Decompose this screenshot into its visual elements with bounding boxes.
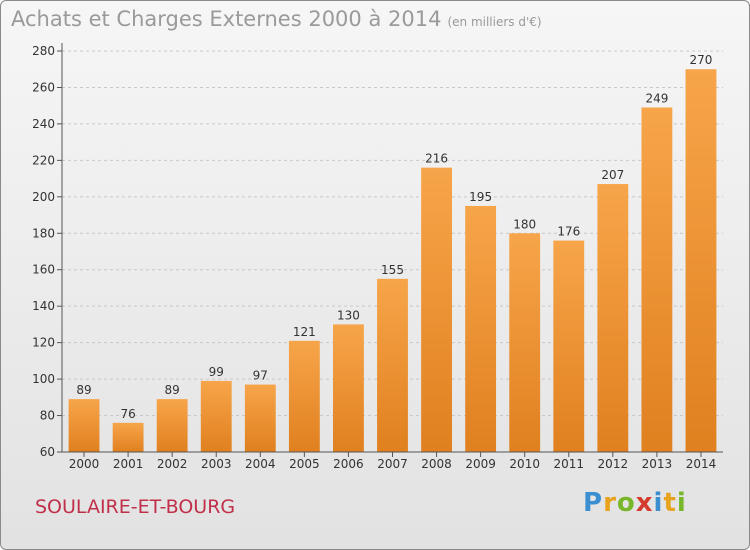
bar-2005 <box>288 340 320 452</box>
bar-2011 <box>553 240 585 452</box>
y-tick-label: 140 <box>32 299 55 313</box>
bar-2008 <box>421 167 452 452</box>
chart-title-text: Achats et Charges Externes 2000 à 2014 <box>11 7 442 31</box>
y-tick-label: 260 <box>32 80 55 94</box>
x-tick-label-2012: 2012 <box>598 457 629 471</box>
x-tick-label-2002: 2002 <box>157 457 188 471</box>
bar-2009 <box>465 205 497 452</box>
bar-2000 <box>68 399 100 452</box>
bar-2002 <box>156 399 188 452</box>
bar-2003 <box>200 380 232 452</box>
x-tick-label-2007: 2007 <box>377 457 408 471</box>
logo-letter: x <box>635 488 654 518</box>
bar-2012 <box>597 184 629 453</box>
data-labels: 89 76 89 99 97 121 130 155 216 195 180 176 207 249 270 <box>76 53 712 421</box>
x-tick-label-2013: 2013 <box>642 457 673 471</box>
x-tick-label-2006: 2006 <box>333 457 364 471</box>
x-tick-label-2009: 2009 <box>465 457 496 471</box>
bar-2007 <box>377 278 408 452</box>
bar-2004 <box>244 384 276 452</box>
data-label-2000: 89 <box>76 383 91 397</box>
data-label-2009: 195 <box>469 190 492 204</box>
data-label-2001: 76 <box>120 407 135 421</box>
x-tick-label-2000: 2000 <box>69 457 100 471</box>
x-tick-label-2004: 2004 <box>245 457 276 471</box>
chart-subtitle: (en milliers d'€) <box>447 15 542 29</box>
logo-letter: r <box>603 488 617 518</box>
data-label-2002: 89 <box>165 383 180 397</box>
x-tick-label-2008: 2008 <box>421 457 452 471</box>
data-label-2014: 270 <box>690 53 713 67</box>
data-label-2005: 121 <box>293 325 316 339</box>
y-tick-label: 60 <box>40 445 55 459</box>
y-tick-label: 200 <box>32 190 55 204</box>
axes: 60 80 100 120 140 160 180 200 220 240 260 280 2000 20… <box>32 43 723 471</box>
x-tick-label-2001: 2001 <box>113 457 144 471</box>
commune-name: SOULAIRE-ET-BOURG <box>35 496 236 518</box>
data-label-2003: 99 <box>209 365 224 379</box>
y-tick-label: 240 <box>32 117 55 131</box>
bars <box>68 69 717 453</box>
x-tick-label-2003: 2003 <box>201 457 232 471</box>
bar-2006 <box>333 324 364 452</box>
data-label-2006: 130 <box>337 308 360 322</box>
y-tick-label: 220 <box>32 153 55 167</box>
data-label-2004: 97 <box>253 369 268 383</box>
data-label-2008: 216 <box>425 152 448 166</box>
y-tick-label: 160 <box>32 263 55 277</box>
y-tick-label: 280 <box>32 44 55 58</box>
bar-2001 <box>112 422 144 452</box>
logo-letter: i <box>653 488 664 518</box>
bar-2013 <box>641 107 673 452</box>
logo-letter: i <box>676 488 687 518</box>
y-tick-label: 80 <box>40 409 55 423</box>
logo-letter: t <box>663 488 677 518</box>
proxiti-logo: Proxiti <box>583 488 687 518</box>
logo-letter: P <box>583 488 604 518</box>
y-tick-label: 180 <box>32 226 55 240</box>
data-label-2012: 207 <box>601 168 624 182</box>
y-tick-label: 100 <box>32 372 55 386</box>
bar-2010 <box>509 233 541 452</box>
y-tick-label: 120 <box>32 336 55 350</box>
logo-letter: o <box>616 488 636 518</box>
data-label-2013: 249 <box>645 92 668 106</box>
chart-title: Achats et Charges Externes 2000 à 2014 (e… <box>11 7 542 31</box>
x-tick-label-2014: 2014 <box>686 457 717 471</box>
data-label-2010: 180 <box>513 217 536 231</box>
data-label-2011: 176 <box>557 225 580 239</box>
x-tick-label-2005: 2005 <box>289 457 320 471</box>
bar-2014 <box>685 69 717 453</box>
data-label-2007: 155 <box>381 263 404 277</box>
x-tick-label-2010: 2010 <box>509 457 540 471</box>
x-tick-label-2011: 2011 <box>553 457 584 471</box>
